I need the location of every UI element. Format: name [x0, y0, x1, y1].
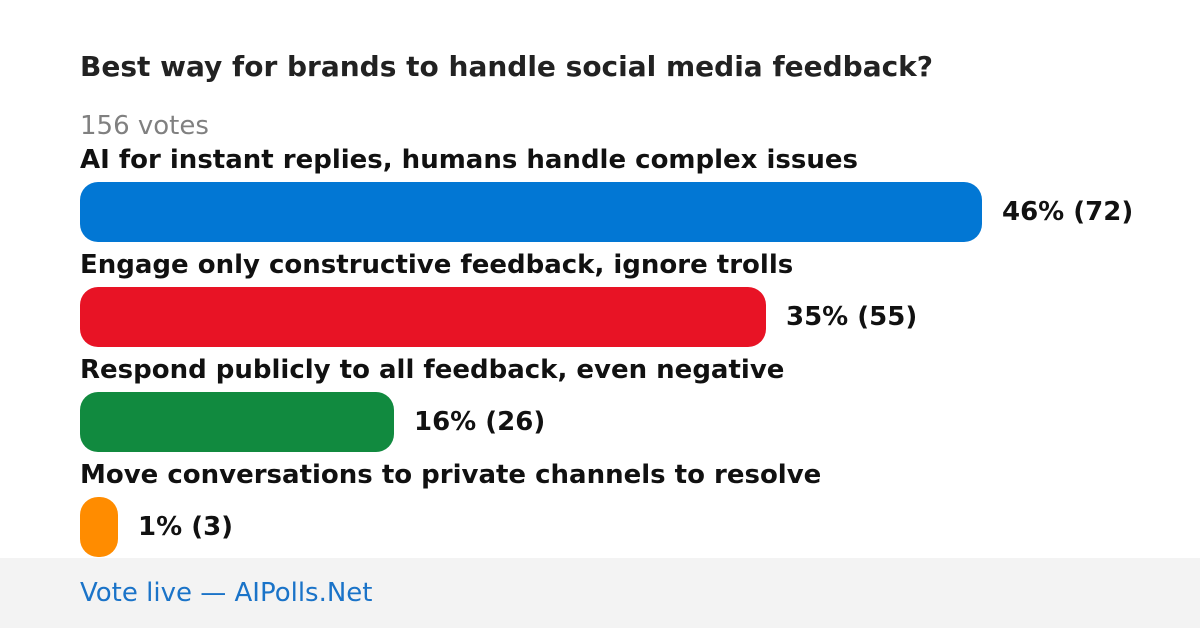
- option-value-label: 16% (26): [414, 407, 546, 437]
- poll-option[interactable]: Move conversations to private channels t…: [80, 460, 1180, 560]
- option-value-label: 35% (55): [786, 302, 918, 332]
- poll-option[interactable]: Engage only constructive feedback, ignor…: [80, 250, 1180, 350]
- option-label: Engage only constructive feedback, ignor…: [80, 250, 794, 280]
- poll-option[interactable]: AI for instant replies, humans handle co…: [80, 145, 1180, 245]
- poll-option[interactable]: Respond publicly to all feedback, even n…: [80, 355, 1180, 455]
- vote-count: 156 votes: [80, 111, 209, 141]
- option-value-label: 46% (72): [1002, 197, 1134, 227]
- option-bar: [80, 497, 118, 557]
- option-label: Respond publicly to all feedback, even n…: [80, 355, 785, 385]
- option-label: AI for instant replies, humans handle co…: [80, 145, 858, 175]
- option-bar: [80, 182, 982, 242]
- footer: Vote live — AIPolls.Net: [0, 558, 1200, 628]
- option-bar: [80, 392, 394, 452]
- option-label: Move conversations to private channels t…: [80, 460, 822, 490]
- poll-title: Best way for brands to handle social med…: [80, 50, 934, 83]
- vote-live-link[interactable]: Vote live — AIPolls.Net: [80, 578, 373, 608]
- option-bar: [80, 287, 766, 347]
- option-value-label: 1% (3): [138, 512, 234, 542]
